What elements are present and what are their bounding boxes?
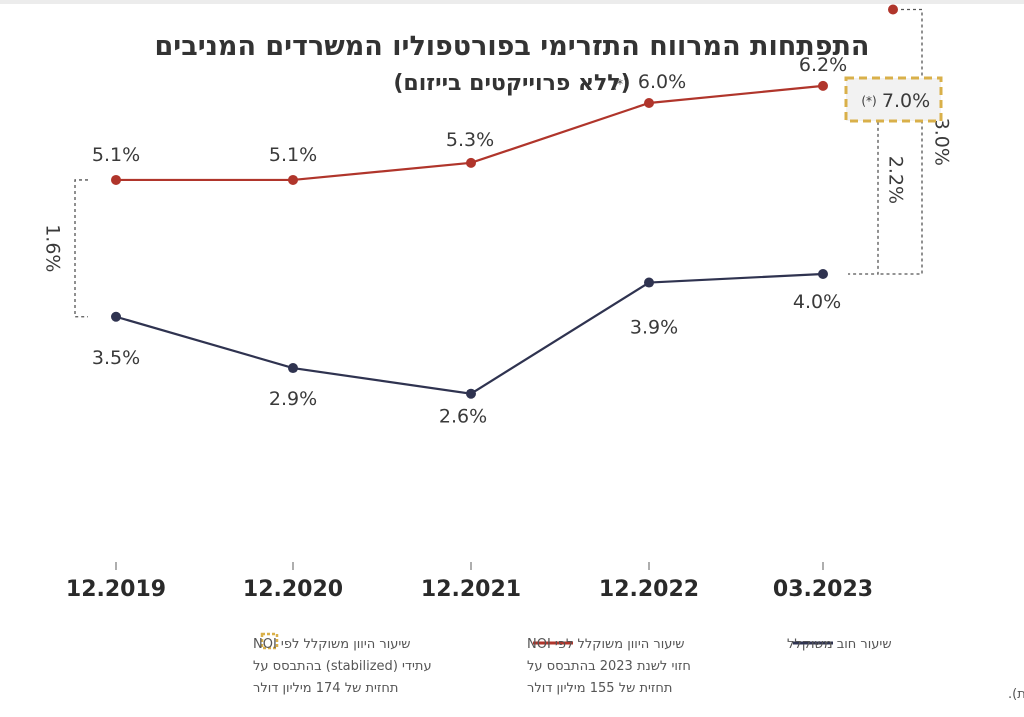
series-point-cap_rate <box>644 98 654 108</box>
series-point-debt_rate <box>288 363 298 374</box>
data-label-cap_rate: 5.1% <box>269 144 317 166</box>
spread-brackets: 1.6% 2.2% 3.0% <box>42 8 953 318</box>
series-points <box>111 4 898 399</box>
legend-debt-label: שיעור חוב משוקלל <box>787 637 892 652</box>
x-axis: 12.2019 12.2020 12.2021 12.2022 03.2023 <box>66 562 873 602</box>
footnote: (*) מידע זה צופה פני עתיד (ראה/י הערות כ… <box>1008 687 1024 702</box>
legend-projected-label-2: עתידי (stabilized) בהתבסס על <box>253 659 432 674</box>
spread-label-3: 3.0% <box>931 118 953 166</box>
projected-note: (*) <box>861 94 876 108</box>
x-tick-label: 12.2021 <box>421 577 521 602</box>
x-tick-label: 12.2020 <box>243 577 343 602</box>
x-tick-label: 12.2019 <box>66 577 166 602</box>
data-label-cap_rate: 5.1% <box>92 144 140 166</box>
series-point-debt_rate <box>111 311 121 322</box>
data-labels: 5.1% 5.1% 5.3% 6.0% 6.2% 3.5% 2.9% 2.6% 3.9% 4.0%… <box>92 54 943 428</box>
spread-label-2: 2.2% <box>885 156 907 204</box>
x-tick-label: 03.2023 <box>773 577 873 602</box>
data-label-debt_rate: 2.9% <box>269 388 317 410</box>
data-label-debt_rate: 2.6% <box>439 406 487 428</box>
chart-title: התפתחות המרווח התזרימי בפורטפוליו המשרדי… <box>155 31 870 62</box>
legend-projected-swatch <box>260 632 279 650</box>
data-label-debt_rate: 3.5% <box>92 347 140 369</box>
spread-bracket-3 <box>880 8 923 275</box>
data-label-cap_rate: 6.0% <box>638 71 686 93</box>
data-label-debt_rate: 3.9% <box>630 317 678 339</box>
series-point-debt_rate <box>644 277 654 288</box>
data-label-cap_rate: 6.2% <box>799 54 847 76</box>
legend-cap-label-1: שיעור היוון משוקלל לפי NOI <box>527 637 685 652</box>
top-border <box>0 0 1024 4</box>
series-point-cap_rate <box>466 157 476 168</box>
legend-cap-label-2: חזוי לשנת 2023 בהתבסס על <box>527 659 691 674</box>
projected-value-box <box>844 76 943 123</box>
series-point-debt_rate <box>466 388 476 399</box>
data-label-debt_rate: 4.0% <box>793 291 841 313</box>
legend-cap-label-3: תחזית של 155 מיליון דולר <box>527 681 672 696</box>
spread-label-1: 1.6% <box>42 224 64 272</box>
chart-subtitle: (ללא פרוייקטים בייזום) <box>393 71 630 96</box>
data-label-cap_rate: 5.3% <box>446 129 494 151</box>
projected-point <box>888 4 898 15</box>
legend: שיעור חוב משוקלל שיעור היוון משוקלל לפי … <box>253 632 892 696</box>
series-point-cap_rate <box>818 80 828 91</box>
series-point-cap_rate <box>288 174 298 185</box>
estimate-note: (*) <box>612 77 627 91</box>
projected-value-label: 7.0% <box>882 90 930 112</box>
legend-projected-label-1: שיעור היוון משוקלל לפי NOI <box>253 637 411 652</box>
spread-bracket-1 <box>74 179 88 318</box>
series-line-debt_rate <box>115 272 824 395</box>
series-point-debt_rate <box>818 269 828 279</box>
series-point-cap_rate <box>111 174 121 185</box>
x-tick-label: 12.2022 <box>599 577 699 602</box>
legend-projected-label-3: תחזית של 174 מיליון דולר <box>253 681 398 696</box>
